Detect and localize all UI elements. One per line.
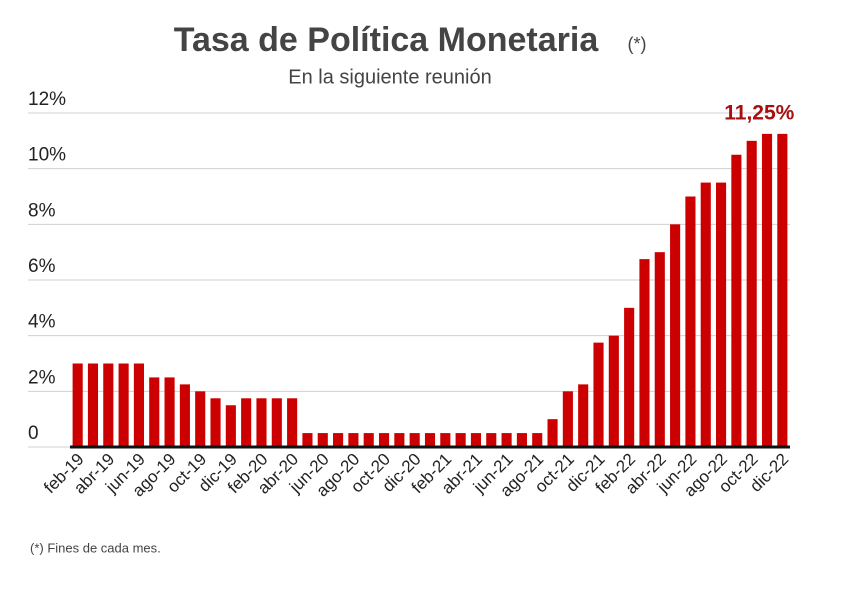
bar xyxy=(700,182,711,448)
bar xyxy=(761,133,773,447)
bar xyxy=(593,342,604,447)
bar xyxy=(149,377,160,447)
bar xyxy=(394,433,405,447)
bar xyxy=(378,433,390,447)
bar xyxy=(516,433,527,447)
bar xyxy=(256,398,267,447)
bar xyxy=(670,224,681,447)
bar xyxy=(271,398,282,447)
footnote: (*) Fines de cada mes. xyxy=(30,540,161,555)
bar xyxy=(118,363,129,447)
bar xyxy=(195,391,206,447)
bar xyxy=(731,154,742,447)
y-tick-label: 8% xyxy=(28,200,56,221)
bar xyxy=(103,363,114,447)
bar xyxy=(654,252,665,447)
bar xyxy=(72,363,83,447)
y-tick-label: 4% xyxy=(28,312,56,333)
bar xyxy=(179,384,190,447)
bar xyxy=(777,133,788,447)
bar xyxy=(363,433,374,447)
bar xyxy=(440,433,451,447)
value-label: 11,25% xyxy=(724,101,794,124)
y-tick-label: 0 xyxy=(28,423,39,444)
bar xyxy=(287,398,298,447)
y-tick-label: 2% xyxy=(28,367,56,388)
bar xyxy=(685,196,696,447)
bar xyxy=(317,433,328,447)
bar xyxy=(470,433,482,447)
bar xyxy=(639,259,650,447)
bar xyxy=(746,140,757,448)
bar xyxy=(225,405,236,447)
y-tick-label: 12% xyxy=(28,89,66,110)
bar xyxy=(210,398,221,447)
bar xyxy=(241,398,252,447)
chart-title: Tasa de Política Monetaria xyxy=(174,21,600,59)
bar xyxy=(333,433,344,447)
bar xyxy=(608,335,619,447)
y-tick-label: 6% xyxy=(28,256,56,277)
y-tick-label: 10% xyxy=(28,145,66,166)
bar xyxy=(547,419,558,447)
title-note: (*) xyxy=(628,34,647,54)
bar xyxy=(424,433,436,447)
bar xyxy=(578,384,589,447)
bar xyxy=(624,307,635,447)
bar xyxy=(532,433,543,447)
bar xyxy=(562,391,573,447)
bar xyxy=(486,433,497,447)
bar xyxy=(409,433,420,447)
bar xyxy=(716,182,727,448)
bar xyxy=(164,377,175,447)
bar xyxy=(133,363,144,447)
bar xyxy=(455,433,466,447)
bar xyxy=(348,433,359,447)
bar xyxy=(302,433,313,447)
bar xyxy=(501,433,512,447)
bar xyxy=(87,363,99,447)
chart-subtitle: En la siguiente reunión xyxy=(288,66,491,88)
